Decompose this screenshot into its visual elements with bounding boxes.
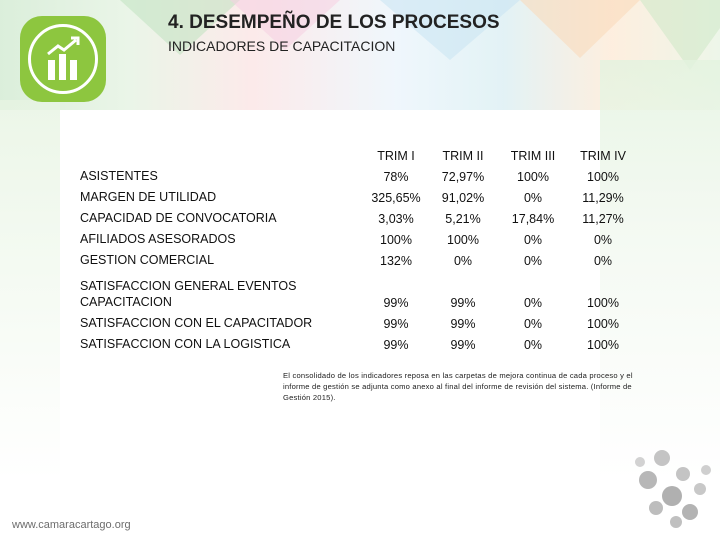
decor-triangle [230, 0, 340, 50]
cell-value: 11,27% [582, 212, 624, 226]
column-header: TRIM III [510, 149, 556, 163]
header-label-column [80, 141, 364, 163]
left-background [0, 100, 60, 480]
cell-value: 100% [587, 296, 619, 310]
cell-value: 100% [587, 338, 619, 352]
cell-value: 0% [523, 254, 543, 268]
right-background [600, 60, 720, 480]
table-row: SATISFACCION CON LA LOGISTICA 99% 99% 0%… [80, 331, 638, 352]
cell-value: 99% [450, 317, 476, 331]
cell-value: 0% [523, 191, 543, 205]
cell-value: 0% [523, 338, 543, 352]
page-title: 4. DESEMPEÑO DE LOS PROCESOS [168, 12, 500, 33]
cell-value: 72,97% [441, 170, 485, 184]
cell-value: 0% [453, 254, 473, 268]
table-row: ASISTENTES 78% 72,97% 100% 100% [80, 163, 638, 184]
row-label: ASISTENTES [80, 169, 158, 183]
column-header: TRIM I [377, 149, 415, 163]
cell-value: 100% [517, 170, 549, 184]
row-label: MARGEN DE UTILIDAD [80, 190, 217, 204]
column-header: TRIM II [442, 149, 484, 163]
cell-value: 99% [383, 296, 409, 310]
table-row: SATISFACCION CON EL CAPACITADOR 99% 99% … [80, 310, 638, 331]
cell-value: 0% [523, 317, 543, 331]
decor-triangle [120, 0, 240, 55]
cell-value: 100% [447, 233, 479, 247]
column-header: TRIM IV [580, 149, 626, 163]
table-header-row: TRIM I TRIM II TRIM III TRIM IV [80, 141, 638, 163]
table-row: MARGEN DE UTILIDAD 325,65% 91,02% 0% 11,… [80, 184, 638, 205]
cell-value: 99% [450, 338, 476, 352]
cell-value: 0% [593, 233, 613, 247]
cell-value: 17,84% [511, 212, 555, 226]
cell-value: 91,02% [441, 191, 485, 205]
cell-value: 100% [587, 170, 619, 184]
row-label: SATISFACCION GENERAL EVENTOS CAPACITACIO… [80, 279, 297, 309]
table-row: AFILIADOS ASESORADOS 100% 100% 0% 0% [80, 226, 638, 247]
row-label: AFILIADOS ASESORADOS [80, 232, 236, 246]
table-row: SATISFACCION GENERAL EVENTOS CAPACITACIO… [80, 268, 638, 310]
cell-value: 132% [380, 254, 412, 268]
indicators-table: TRIM I TRIM II TRIM III TRIM IV ASISTENT… [80, 141, 638, 352]
table-row: GESTION COMERCIAL 132% 0% 0% 0% [80, 247, 638, 268]
cell-value: 325,65% [371, 191, 421, 205]
cell-value: 3,03% [378, 212, 414, 226]
website-link[interactable]: www.camaracartago.org [12, 519, 131, 531]
cell-value: 11,29% [582, 191, 624, 205]
cell-value: 0% [523, 296, 543, 310]
cell-value: 0% [593, 254, 613, 268]
row-label: GESTION COMERCIAL [80, 253, 215, 267]
row-label: SATISFACCION CON LA LOGISTICA [80, 337, 291, 351]
cell-value: 100% [380, 233, 412, 247]
decor-triangle [520, 0, 640, 58]
table-row: CAPACIDAD DE CONVOCATORIA 3,03% 5,21% 17… [80, 205, 638, 226]
footnote-text: El consolidado de los indicadores reposa… [283, 371, 633, 402]
cell-value: 0% [523, 233, 543, 247]
page-subtitle: INDICADORES DE CAPACITACION [168, 38, 396, 54]
decor-triangle [640, 0, 720, 70]
cell-value: 78% [383, 170, 409, 184]
cell-value: 5,21% [445, 212, 481, 226]
cell-value: 99% [450, 296, 476, 310]
cell-value: 99% [383, 317, 409, 331]
row-label: SATISFACCION CON EL CAPACITADOR [80, 316, 313, 330]
cell-value: 100% [587, 317, 619, 331]
decor-triangle [380, 0, 520, 60]
bar-chart-growth-icon [20, 16, 106, 102]
row-label: CAPACIDAD DE CONVOCATORIA [80, 211, 277, 225]
cell-value: 99% [383, 338, 409, 352]
